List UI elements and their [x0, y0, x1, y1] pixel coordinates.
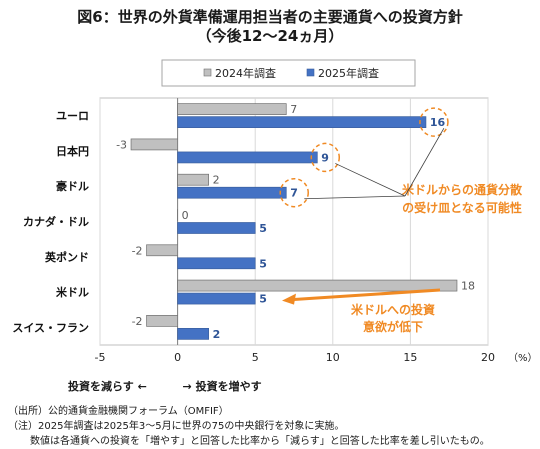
bar-2024: [177, 173, 209, 186]
annotation-text: の受け皿となる可能性: [402, 200, 522, 215]
bar-2025: [177, 116, 427, 128]
bar-2024: [146, 315, 178, 327]
annotation-arrowhead: [282, 293, 296, 305]
bar-chart: -5 0 5 10 15 20 （%）ユーロ日本円豪ドルカナダ・ドル英ポンド米ドルスイス・フ…: [12, 59, 538, 364]
legend-label: 2025年調査: [318, 66, 379, 80]
right-arrow-icon: →: [182, 380, 192, 393]
left-arrow-icon: ←: [137, 380, 147, 393]
category-label: 英ポンド: [44, 250, 89, 264]
annotation-arrow: [291, 288, 441, 302]
data-label-2024: 7: [290, 103, 297, 116]
data-label-2025: 7: [290, 187, 298, 200]
data-label-2024: -2: [132, 315, 143, 328]
x-tick-label: -5: [95, 351, 106, 364]
source-note: （出所）公的通貨金融機関フォーラム（OMFIF）: [8, 406, 229, 417]
x-tick-label: 15: [403, 351, 417, 364]
highlight-circle: [310, 142, 341, 173]
data-label-2024: 0: [182, 209, 189, 222]
highlight-circle: [419, 107, 449, 137]
legend: 2024年調査 2025年調査: [161, 59, 416, 87]
bar-2024: [177, 279, 458, 292]
increase-label: 投資を増やす: [195, 380, 262, 393]
annotation-text: 米ドルからの通貨分散: [402, 182, 523, 197]
data-label-2025: 9: [321, 151, 329, 164]
category-label: スイス・フラン: [12, 321, 89, 334]
data-label-2024: -2: [132, 244, 143, 257]
bar-2025: [177, 222, 256, 234]
x-tick-label: 0: [174, 351, 181, 364]
data-label-2025: 16: [430, 116, 446, 129]
annotation-connector: [335, 163, 406, 197]
x-unit-label: （%）: [508, 352, 538, 364]
data-label-2025: 5: [259, 293, 267, 306]
data-label-2024: -3: [116, 138, 127, 151]
data-label-2024: 2: [213, 174, 220, 187]
chart-title: 図6：世界の外貨準備運用担当者の主要通貨への投資方針: [77, 8, 463, 26]
axis-direction: 投資を減らす ← → 投資を増やす: [68, 378, 262, 394]
legend-swatch: [203, 68, 212, 77]
data-label-2025: 2: [213, 328, 221, 341]
category-label: カナダ・ドル: [23, 215, 89, 229]
bar-2024: [177, 103, 287, 115]
decrease-label: 投資を減らす: [68, 380, 134, 393]
data-label-2025: 5: [259, 222, 267, 235]
bar-2024: [130, 138, 178, 151]
data-label-2025: 5: [259, 257, 267, 270]
bar-2025: [177, 186, 287, 199]
annotation-text: 意欲が低下: [363, 319, 423, 334]
annotation-text: 米ドルへの投資: [351, 302, 435, 317]
category-label: 米ドル: [55, 285, 89, 299]
bars-group: 7 16 -3 9 2 7 0 5 -2 5 18 5 -2 2: [116, 103, 475, 341]
survey-note: （注）2025年調査は2025年3〜5月に世界の75の中央銀行を対象に実施。: [8, 421, 345, 432]
legend-swatch: [306, 68, 315, 77]
legend-label: 2024年調査: [215, 66, 276, 80]
category-label: 日本円: [56, 144, 89, 158]
x-tick-label: 10: [326, 351, 340, 364]
bar-2025: [177, 257, 256, 270]
bar-2024: [146, 244, 178, 257]
annotation-connector: [304, 195, 406, 200]
bar-2025: [177, 151, 318, 164]
definition-note: 数値は各通貨への投資を「増やす」と回答した比率から「減らす」と回答した比率を差し…: [30, 436, 490, 447]
x-tick-label: 5: [252, 351, 259, 364]
x-tick-label: 20: [481, 351, 495, 364]
bar-2025: [177, 292, 256, 305]
highlight-circle: [279, 177, 309, 208]
chart-subtitle: （今後12〜24ヵ月）: [196, 27, 344, 45]
category-label: ユーロ: [56, 110, 89, 123]
bar-2025: [177, 328, 209, 340]
plot-area: -5 0 5 10 15 20 （%）ユーロ日本円豪ドルカナダ・ドル英ポンド米ドルスイス・フ…: [12, 97, 538, 364]
data-label-2024: 18: [461, 280, 475, 293]
category-label: 豪ドル: [56, 179, 89, 193]
annotation-connector: [404, 127, 445, 197]
